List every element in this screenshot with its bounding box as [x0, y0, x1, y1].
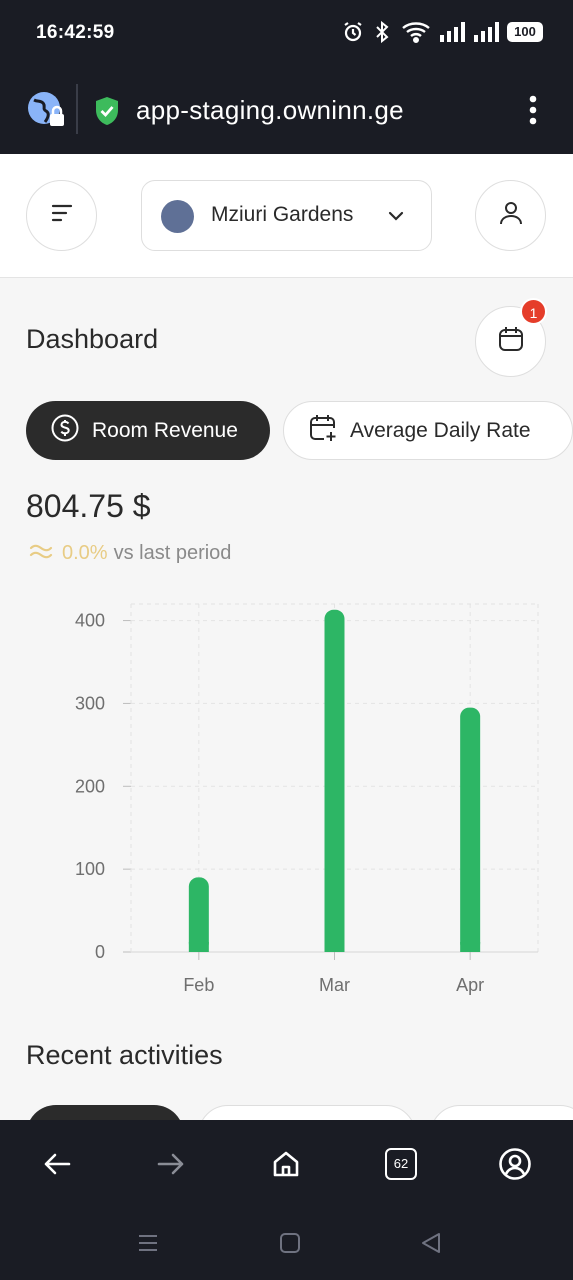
tab-label: Room Revenue [92, 418, 238, 442]
battery-icon: 100 [507, 22, 543, 42]
home-square-icon[interactable] [279, 1232, 301, 1259]
wifi-icon [401, 20, 431, 44]
user-icon [498, 200, 524, 231]
signal-icon [473, 21, 499, 43]
back-triangle-icon[interactable] [420, 1232, 442, 1259]
url-divider [76, 84, 78, 134]
activity-filter-chip[interactable] [198, 1105, 416, 1120]
approx-icon [28, 540, 54, 566]
tab-room-revenue[interactable]: Room Revenue [26, 401, 270, 460]
hotel-selector[interactable]: Mziuri Gardens [141, 180, 432, 251]
trend-percent: 0.0% [62, 541, 108, 564]
y-tick-label: 100 [75, 859, 105, 879]
calendar-icon [497, 325, 525, 358]
globe-lock-icon[interactable] [26, 90, 66, 135]
revenue-value: 804.75 $ [26, 488, 151, 524]
bar-base [460, 942, 481, 952]
notification-badge: 1 [520, 298, 547, 325]
y-tick-label: 0 [95, 942, 105, 962]
chevron-down-icon [387, 207, 405, 230]
menu-button[interactable] [26, 180, 97, 251]
bar [188, 877, 209, 952]
page-title: Dashboard [26, 324, 159, 354]
browser-url-bar: app-staging.owninn.ge [0, 68, 573, 154]
bar [460, 707, 481, 952]
status-bar: 16:42:59 100 [0, 0, 573, 68]
revenue-chart: 0 100 200 300 400 Feb Mar Apr [0, 594, 573, 1014]
trend-row: 0.0% vs last period [28, 540, 231, 566]
activity-filter-chip[interactable] [430, 1105, 573, 1120]
bluetooth-icon [373, 20, 393, 44]
profile-button[interactable] [475, 180, 546, 251]
bar [324, 609, 345, 952]
tab-average-daily-rate[interactable]: Average Daily Rate [283, 401, 573, 460]
dollar-circle-icon [50, 413, 92, 449]
browser-bottom-nav: 62 [0, 1120, 573, 1208]
bar-base [188, 942, 209, 952]
y-tick-label: 200 [75, 776, 105, 796]
secure-shield-icon [94, 96, 120, 131]
x-tick-label: Apr [456, 975, 484, 995]
x-tick-label: Feb [183, 975, 214, 995]
tab-count: 62 [385, 1148, 417, 1180]
hotel-avatar [161, 200, 194, 233]
app-content: Mziuri Gardens Dashboard 1 Room Revenue … [0, 154, 573, 1120]
forward-icon[interactable] [151, 1144, 191, 1184]
recents-icon[interactable] [137, 1232, 159, 1259]
status-icons: 100 [341, 20, 543, 44]
recent-activities-title: Recent activities [26, 1040, 223, 1070]
x-tick-label: Mar [319, 975, 350, 995]
more-vert-icon[interactable] [529, 95, 537, 130]
calendar-plus-icon [308, 413, 350, 449]
tabs-button[interactable]: 62 [381, 1144, 421, 1184]
account-icon[interactable] [495, 1144, 535, 1184]
alarm-icon [341, 20, 365, 44]
y-tick-label: 300 [75, 693, 105, 713]
menu-icon [50, 203, 74, 228]
signal-icon [439, 21, 465, 43]
hotel-name: Mziuri Gardens [211, 203, 354, 226]
y-tick-label: 400 [75, 611, 105, 631]
bar-chart: 0 100 200 300 400 Feb Mar Apr [75, 603, 539, 995]
activity-filter-chip[interactable] [26, 1105, 184, 1120]
tab-label: Average Daily Rate [350, 418, 531, 442]
trend-label: vs last period [113, 541, 232, 564]
back-icon[interactable] [37, 1144, 77, 1184]
status-time: 16:42:59 [36, 22, 115, 43]
url-text[interactable]: app-staging.owninn.ge [136, 95, 404, 125]
home-icon[interactable] [266, 1144, 306, 1184]
system-nav-bar [0, 1208, 573, 1280]
bar-base [324, 942, 345, 952]
app-header: Mziuri Gardens [0, 154, 573, 278]
